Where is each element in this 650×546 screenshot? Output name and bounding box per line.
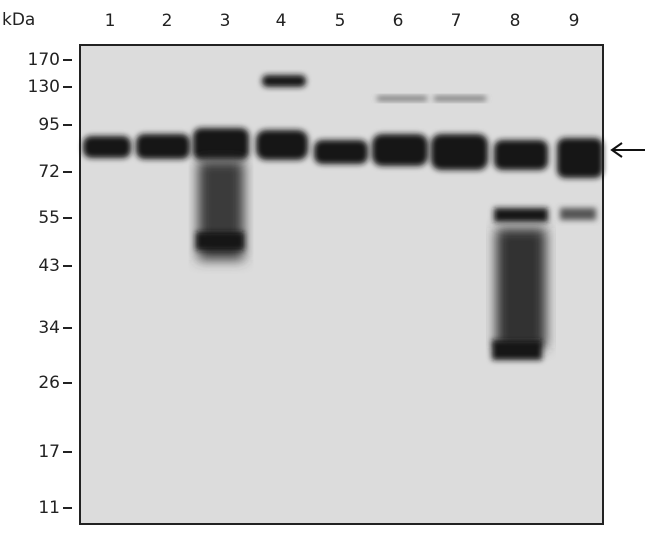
band (193, 128, 249, 160)
band (83, 136, 131, 158)
lane-label: 3 (220, 11, 231, 31)
lane-label: 1 (105, 11, 116, 31)
band (256, 130, 308, 160)
lane-label: 5 (335, 11, 346, 31)
band (377, 96, 427, 101)
band (372, 134, 428, 166)
marker-label: 72 (38, 162, 60, 182)
lane-label: 6 (393, 11, 404, 31)
band (196, 232, 244, 250)
band (494, 208, 548, 222)
marker-label: 17 (38, 442, 60, 462)
marker-label: 34 (38, 318, 60, 338)
band (136, 134, 190, 159)
smear (496, 228, 546, 348)
band (557, 138, 603, 178)
band (492, 340, 542, 360)
bands (83, 75, 603, 360)
band (314, 140, 368, 164)
axis-unit: kDa (2, 10, 35, 30)
marker-label: 43 (38, 256, 60, 276)
arrow (610, 142, 645, 158)
marker-label: 170 (28, 50, 60, 70)
band (494, 140, 548, 170)
band (262, 75, 306, 87)
band (434, 96, 486, 101)
marker-label: 95 (38, 115, 60, 135)
lane-label: 9 (569, 11, 580, 31)
lane-label: 8 (510, 11, 521, 31)
lane-label: 7 (451, 11, 462, 31)
marker-label: 11 (38, 498, 60, 518)
lane-label: 4 (276, 11, 287, 31)
marker-label: 130 (28, 77, 60, 97)
band (431, 134, 488, 170)
lane-label: 2 (162, 11, 173, 31)
band (560, 208, 596, 220)
marker-label: 55 (38, 208, 60, 228)
marker-label: 26 (38, 373, 60, 393)
